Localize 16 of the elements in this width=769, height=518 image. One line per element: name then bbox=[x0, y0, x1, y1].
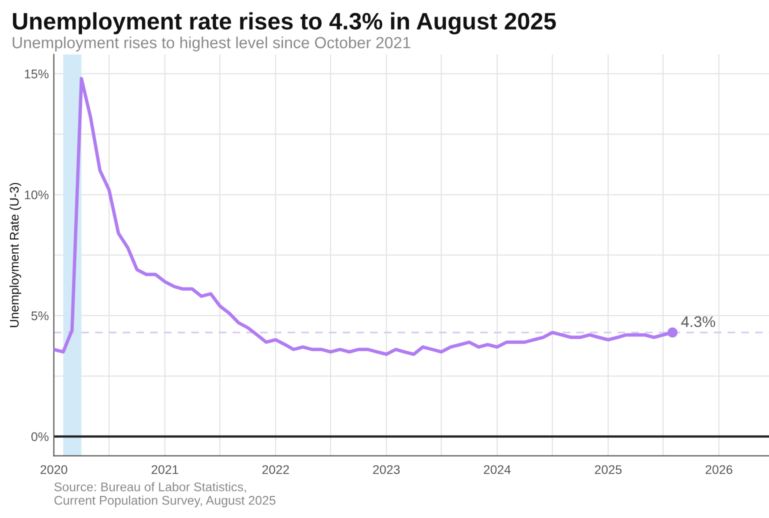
x-tick-label: 2025 bbox=[594, 465, 622, 474]
y-tick-label: 10% bbox=[24, 190, 49, 200]
x-tick-label: 2026 bbox=[706, 465, 732, 474]
y-tick-label: 0% bbox=[31, 432, 49, 442]
y-tick-label: 15% bbox=[24, 70, 49, 78]
x-tick-label: 2021 bbox=[152, 465, 178, 474]
y-axis-title: Unemployment Rate (U-3) bbox=[10, 182, 22, 328]
y-tick-label: 5% bbox=[31, 311, 49, 320]
chart-subtitle: Unemployment rises to highest level since October 2021 bbox=[12, 36, 410, 52]
x-tick-label: 2024 bbox=[484, 465, 511, 474]
source-note: Source: Bureau of Labor Statistics, Current Population Survey, August 2025 bbox=[54, 482, 276, 508]
x-tick-label: 2023 bbox=[373, 465, 400, 474]
chart-title: Unemployment rate rises to 4.3% in August 2025 bbox=[12, 12, 556, 34]
x-tick-label: 2020 bbox=[40, 465, 68, 474]
annotation: 4.3% bbox=[681, 316, 716, 328]
x-tick-label: 2022 bbox=[262, 465, 289, 474]
